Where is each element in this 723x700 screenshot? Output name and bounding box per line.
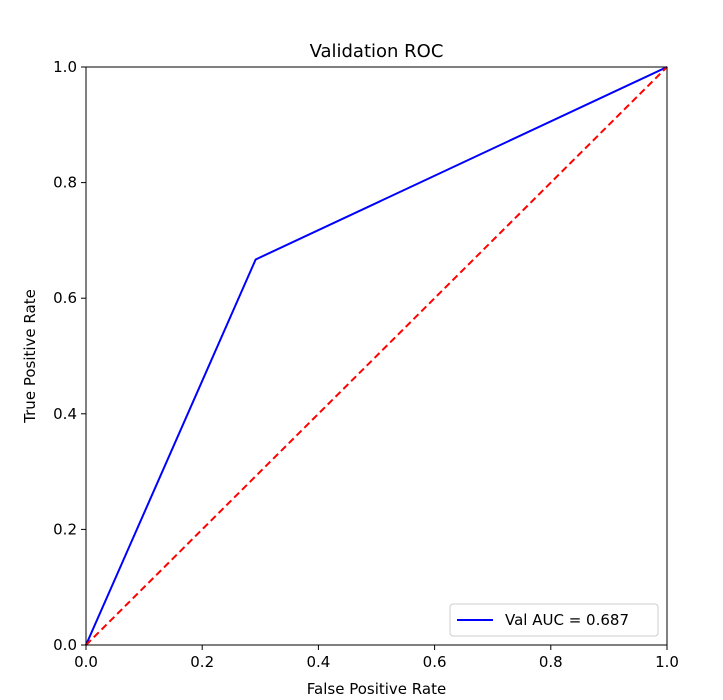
x-tick-label: 0.6 [423, 653, 447, 671]
plot-area [85, 66, 668, 646]
y-tick-label: 0.0 [53, 636, 77, 654]
chance-diagonal-line [85, 66, 668, 646]
y-tick-label: 1.0 [53, 58, 77, 76]
x-tick-label: 0.2 [190, 653, 214, 671]
chart-title: Validation ROC [310, 41, 444, 62]
x-tick-label: 1.0 [655, 653, 679, 671]
y-tick-label: 0.6 [53, 289, 77, 307]
y-axis-title: True Positive Rate [21, 289, 39, 424]
legend: Val AUC = 0.687 [449, 603, 659, 637]
x-tick-label: 0.4 [306, 653, 330, 671]
y-tick-label: 0.2 [53, 520, 77, 538]
roc-curve-line [85, 66, 668, 646]
y-tick-label: 0.8 [53, 174, 77, 192]
x-axis-title: False Positive Rate [307, 680, 446, 698]
x-tick-label: 0.8 [539, 653, 563, 671]
y-tick-label: 0.4 [53, 405, 77, 423]
plot-frame [85, 66, 668, 646]
x-axis-ticks: 0.0 0.2 0.4 0.6 0.8 1.0 [74, 645, 679, 671]
x-tick-label: 0.0 [74, 653, 98, 671]
legend-label-val-auc: Val AUC = 0.687 [505, 611, 629, 629]
legend-box [449, 603, 659, 637]
y-axis-ticks: 0.0 0.2 0.4 0.6 0.8 1.0 [53, 58, 86, 654]
